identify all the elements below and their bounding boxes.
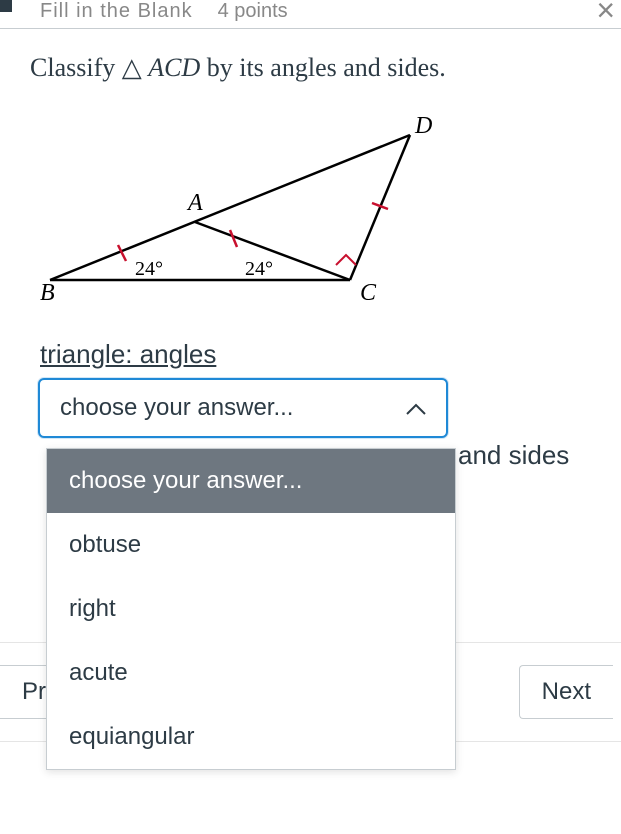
dropdown-option-equiangular[interactable]: equiangular — [47, 705, 455, 769]
vertex-d: D — [414, 113, 432, 139]
triangle-name: ACD — [148, 53, 200, 82]
question-body: Classify △ ACD by its angles and sides. … — [0, 29, 621, 438]
vertex-a: A — [186, 190, 203, 216]
question-type: Fill in the Blank — [40, 0, 193, 23]
question-prompt: Classify △ ACD by its angles and sides. — [30, 53, 591, 83]
triangle-symbol: △ — [122, 53, 142, 82]
vertex-c: C — [360, 280, 377, 306]
next-button[interactable]: Next — [519, 665, 613, 719]
vertex-b: B — [40, 280, 55, 306]
select-placeholder: choose your answer... — [60, 394, 293, 422]
blank-label: triangle: angles — [40, 339, 591, 370]
triangle-figure: 24° 24° B A C D — [30, 105, 450, 315]
dropdown-option-acute[interactable]: acute — [47, 641, 455, 705]
prompt-prefix: Classify — [30, 53, 122, 82]
prompt-suffix: by its angles and sides. — [200, 53, 446, 82]
question-marker — [0, 0, 12, 12]
answer-row: choose your answer... and sides choose y… — [38, 378, 591, 438]
angle-label-right: 24° — [245, 258, 273, 280]
close-icon[interactable]: × — [596, 0, 615, 29]
question-header: Fill in the Blank 4 points — [0, 0, 621, 29]
angle-label-left: 24° — [135, 258, 163, 280]
dropdown-option-placeholder[interactable]: choose your answer... — [47, 449, 455, 513]
chevron-up-icon — [406, 395, 426, 421]
after-text: and sides — [458, 440, 569, 471]
angles-dropdown: choose your answer... obtuse right acute… — [46, 448, 456, 770]
dropdown-option-right[interactable]: right — [47, 577, 455, 641]
dropdown-option-obtuse[interactable]: obtuse — [47, 513, 455, 577]
question-points: 4 points — [218, 0, 288, 23]
angles-select[interactable]: choose your answer... — [38, 378, 448, 438]
